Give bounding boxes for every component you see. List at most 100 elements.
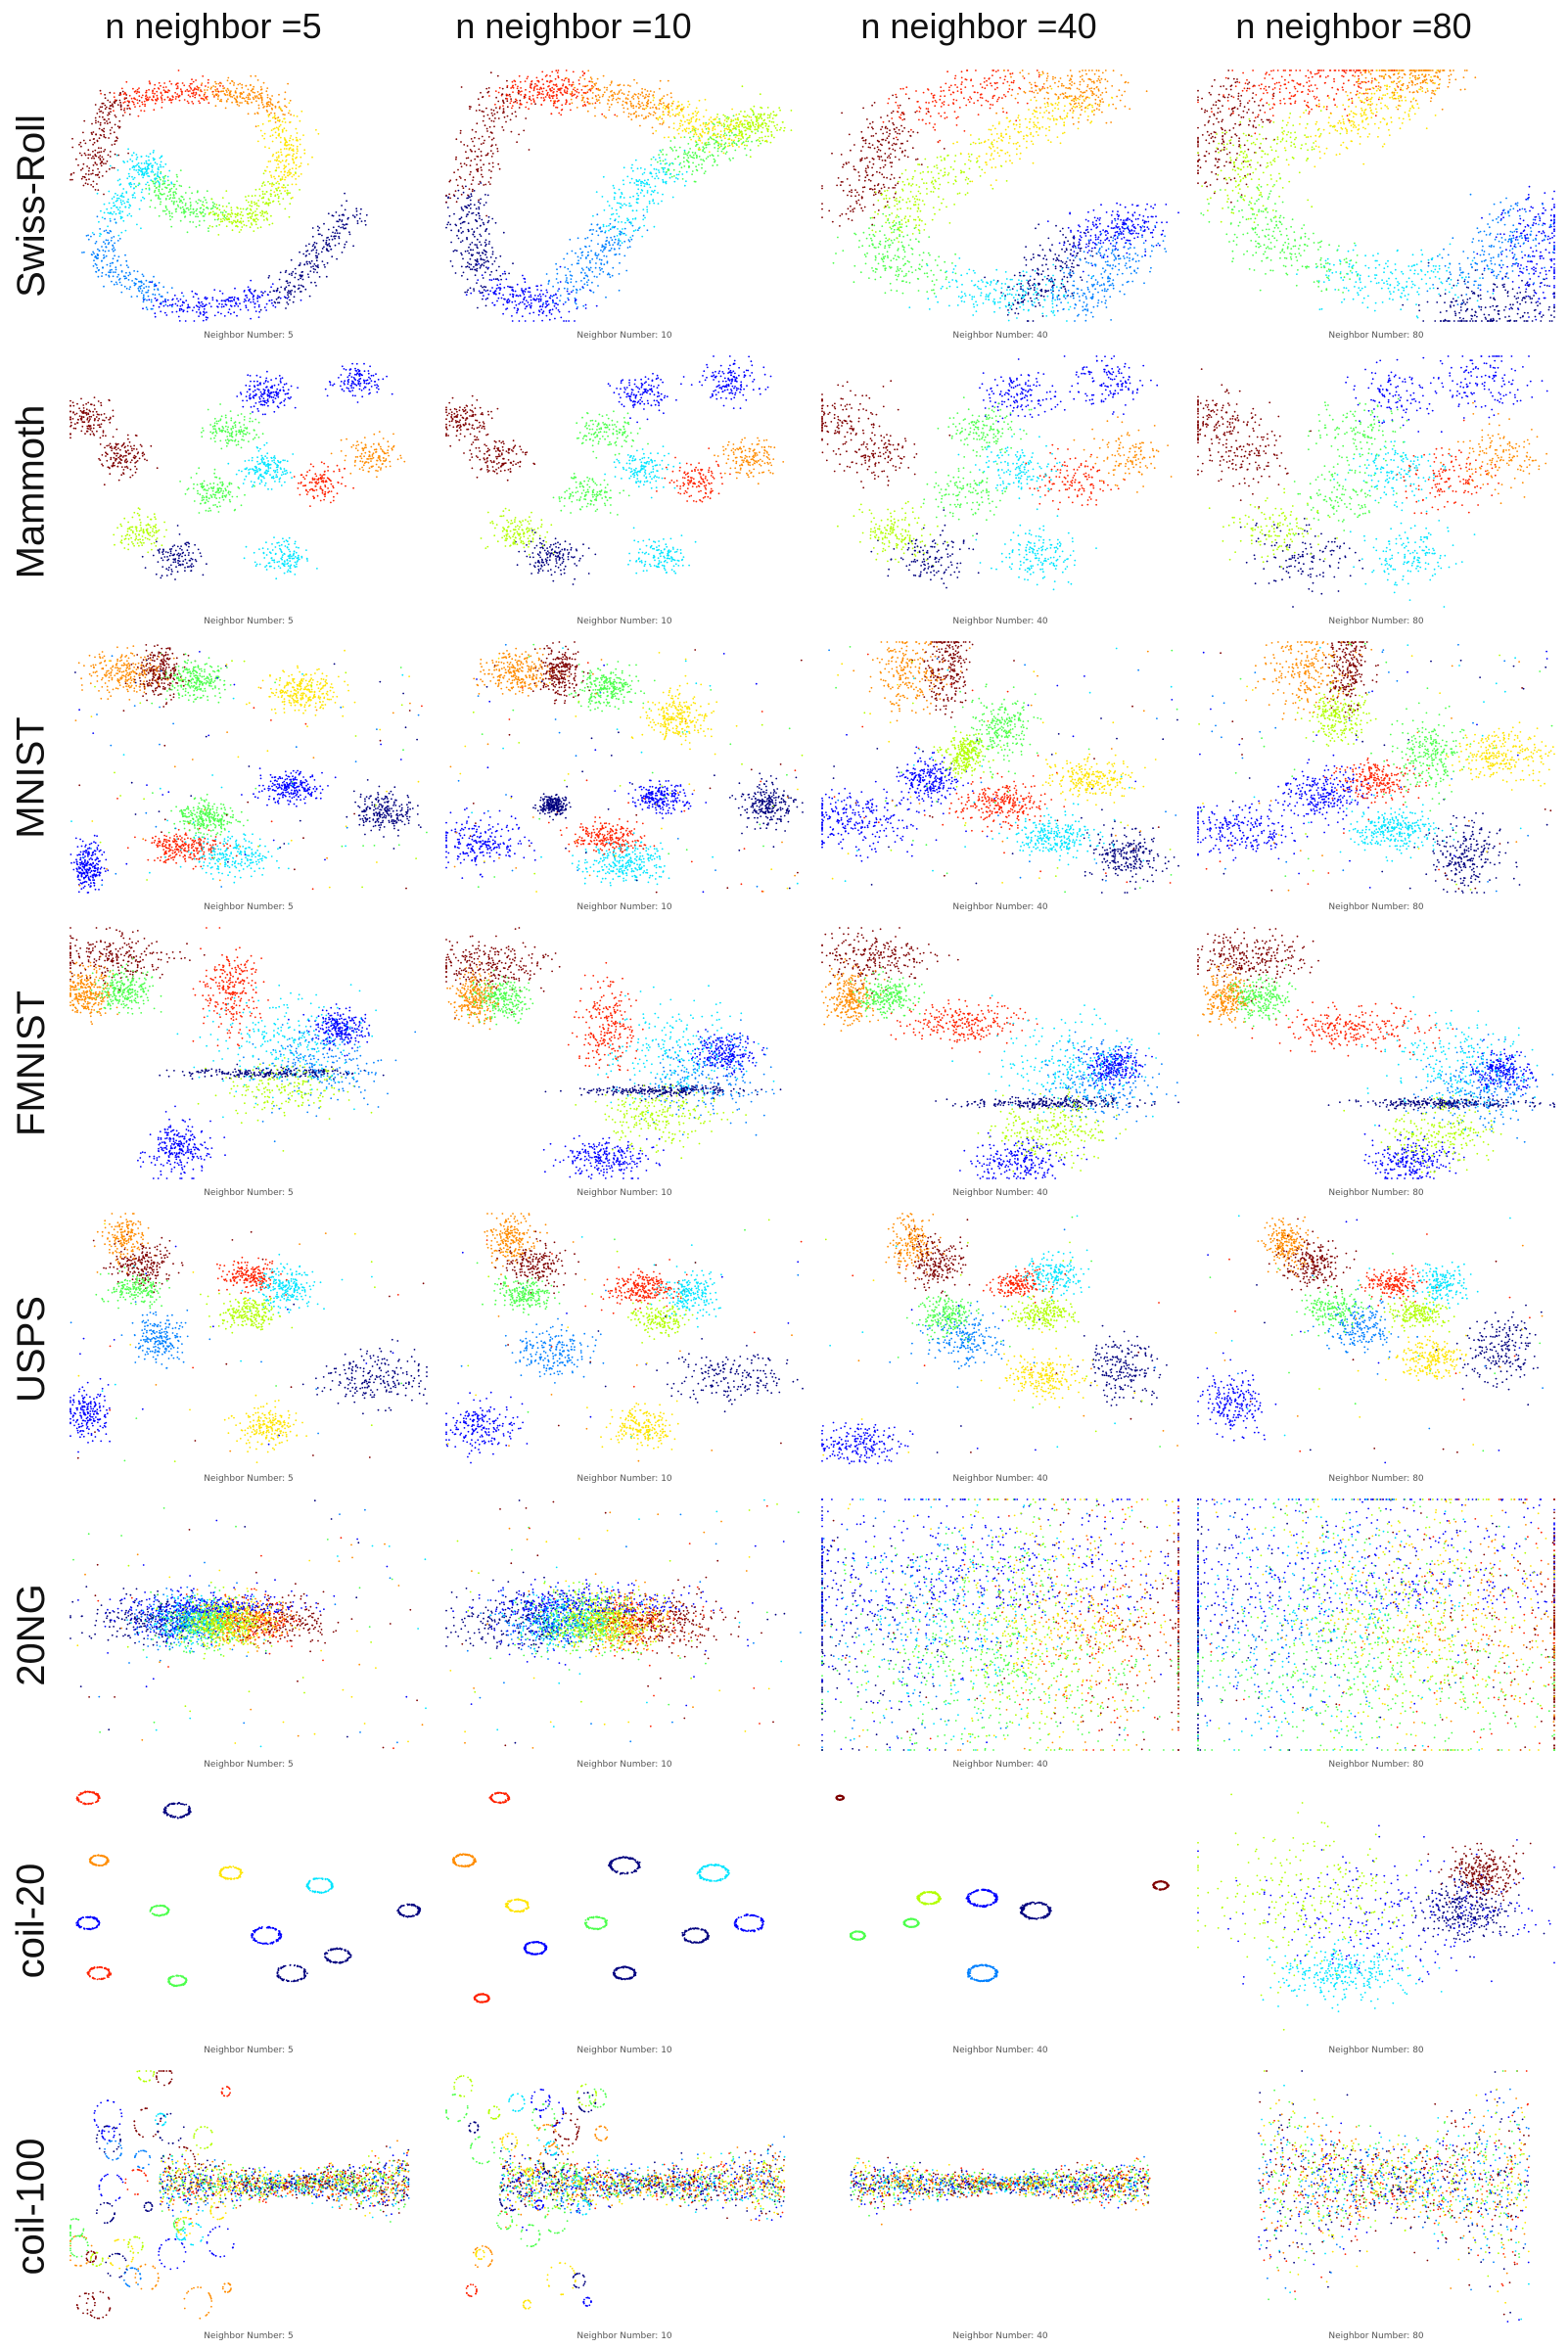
scatter-point	[289, 273, 291, 275]
scatter-point	[554, 318, 556, 320]
scatter-point	[481, 166, 483, 168]
scatter-point	[658, 203, 660, 205]
scatter-point	[511, 113, 513, 115]
scatter-point	[612, 94, 614, 96]
scatter-point	[300, 262, 301, 264]
scatter-point	[185, 205, 187, 207]
scatter-point	[614, 248, 616, 250]
scatter-point	[258, 297, 260, 299]
scatter-point	[618, 240, 620, 242]
scatter-point	[540, 308, 542, 310]
scatter-point	[479, 215, 481, 217]
scatter-point	[165, 86, 167, 88]
scatter-point	[714, 159, 715, 161]
scatter-point	[547, 86, 549, 88]
scatter-point	[254, 215, 256, 217]
scatter-point	[310, 266, 312, 268]
scatter-point	[646, 211, 648, 213]
scatter-point	[497, 287, 499, 289]
scatter-point	[92, 232, 94, 234]
scatter-point	[727, 139, 729, 141]
scatter-point	[478, 207, 480, 208]
scatter-point	[100, 107, 102, 109]
scatter-point	[692, 125, 694, 127]
scatter-point	[677, 156, 679, 158]
scatter-point	[551, 113, 553, 115]
scatter-point	[1118, 258, 1120, 260]
scatter-point	[292, 271, 294, 273]
scatter-point	[293, 154, 295, 156]
scatter-point	[1084, 69, 1086, 71]
scatter-point	[628, 113, 630, 115]
scatter-point	[614, 199, 616, 201]
scatter-point	[646, 208, 648, 210]
scatter-point	[850, 206, 852, 207]
scatter-point	[108, 250, 110, 252]
scatter-point	[246, 200, 248, 202]
scatter-point	[508, 273, 510, 275]
scatter-point	[791, 129, 793, 131]
scatter-point	[336, 211, 338, 213]
scatter-point	[573, 89, 575, 91]
scatter-point	[1072, 246, 1074, 248]
scatter-point	[900, 125, 902, 127]
scatter-point	[735, 114, 737, 115]
scatter-point	[279, 204, 281, 206]
scatter-point	[215, 225, 217, 227]
scatter-point	[549, 298, 551, 299]
scatter-point	[157, 299, 159, 300]
scatter-point	[297, 139, 299, 141]
scatter-point	[1156, 245, 1158, 247]
scatter-point	[322, 248, 324, 250]
scatter-point	[540, 290, 542, 292]
scatter-point	[469, 205, 471, 207]
scatter-point	[1096, 283, 1098, 285]
scatter-point	[931, 171, 933, 173]
scatter-point	[635, 229, 637, 231]
scatter-point	[612, 239, 614, 241]
scatter-point	[722, 149, 724, 151]
scatter-point	[673, 169, 675, 171]
scatter-point	[652, 176, 654, 178]
scatter-point	[184, 99, 186, 101]
scatter-point	[293, 115, 295, 116]
scatter-point	[157, 181, 159, 183]
scatter-point	[558, 100, 560, 102]
scatter-point	[106, 230, 108, 232]
scatter-point	[666, 171, 668, 173]
scatter-point	[671, 176, 673, 178]
scatter-point	[663, 114, 665, 115]
scatter-point	[271, 109, 273, 111]
scatter-point	[161, 94, 163, 96]
scatter-point	[145, 184, 147, 186]
scatter-point	[171, 305, 173, 307]
scatter-point	[961, 300, 963, 302]
scatter-point	[225, 299, 227, 301]
scatter-point	[95, 243, 97, 245]
scatter-point	[122, 91, 124, 93]
scatter-point	[585, 246, 587, 248]
scatter-point	[901, 231, 903, 233]
scatter-point	[1095, 279, 1097, 281]
scatter-point	[705, 99, 707, 101]
scatter-point	[1064, 105, 1066, 107]
scatter-point	[83, 252, 85, 253]
scatter-point	[595, 254, 597, 256]
scatter-point	[489, 183, 491, 185]
scatter-point	[105, 137, 107, 139]
scatter-point	[192, 221, 194, 223]
scatter-point	[692, 128, 694, 130]
scatter-point	[215, 90, 217, 92]
scatter-point	[162, 176, 164, 178]
scatter-point	[600, 262, 602, 264]
scatter-point	[143, 295, 145, 297]
scatter-point	[234, 305, 236, 307]
scatter-point	[103, 131, 105, 133]
scatter-point	[573, 71, 575, 73]
scatter-point	[119, 126, 121, 128]
scatter-point	[125, 230, 127, 232]
scatter-point	[755, 123, 757, 125]
scatter-point	[689, 137, 691, 139]
scatter-point	[472, 191, 474, 193]
scatter-point	[244, 98, 246, 100]
